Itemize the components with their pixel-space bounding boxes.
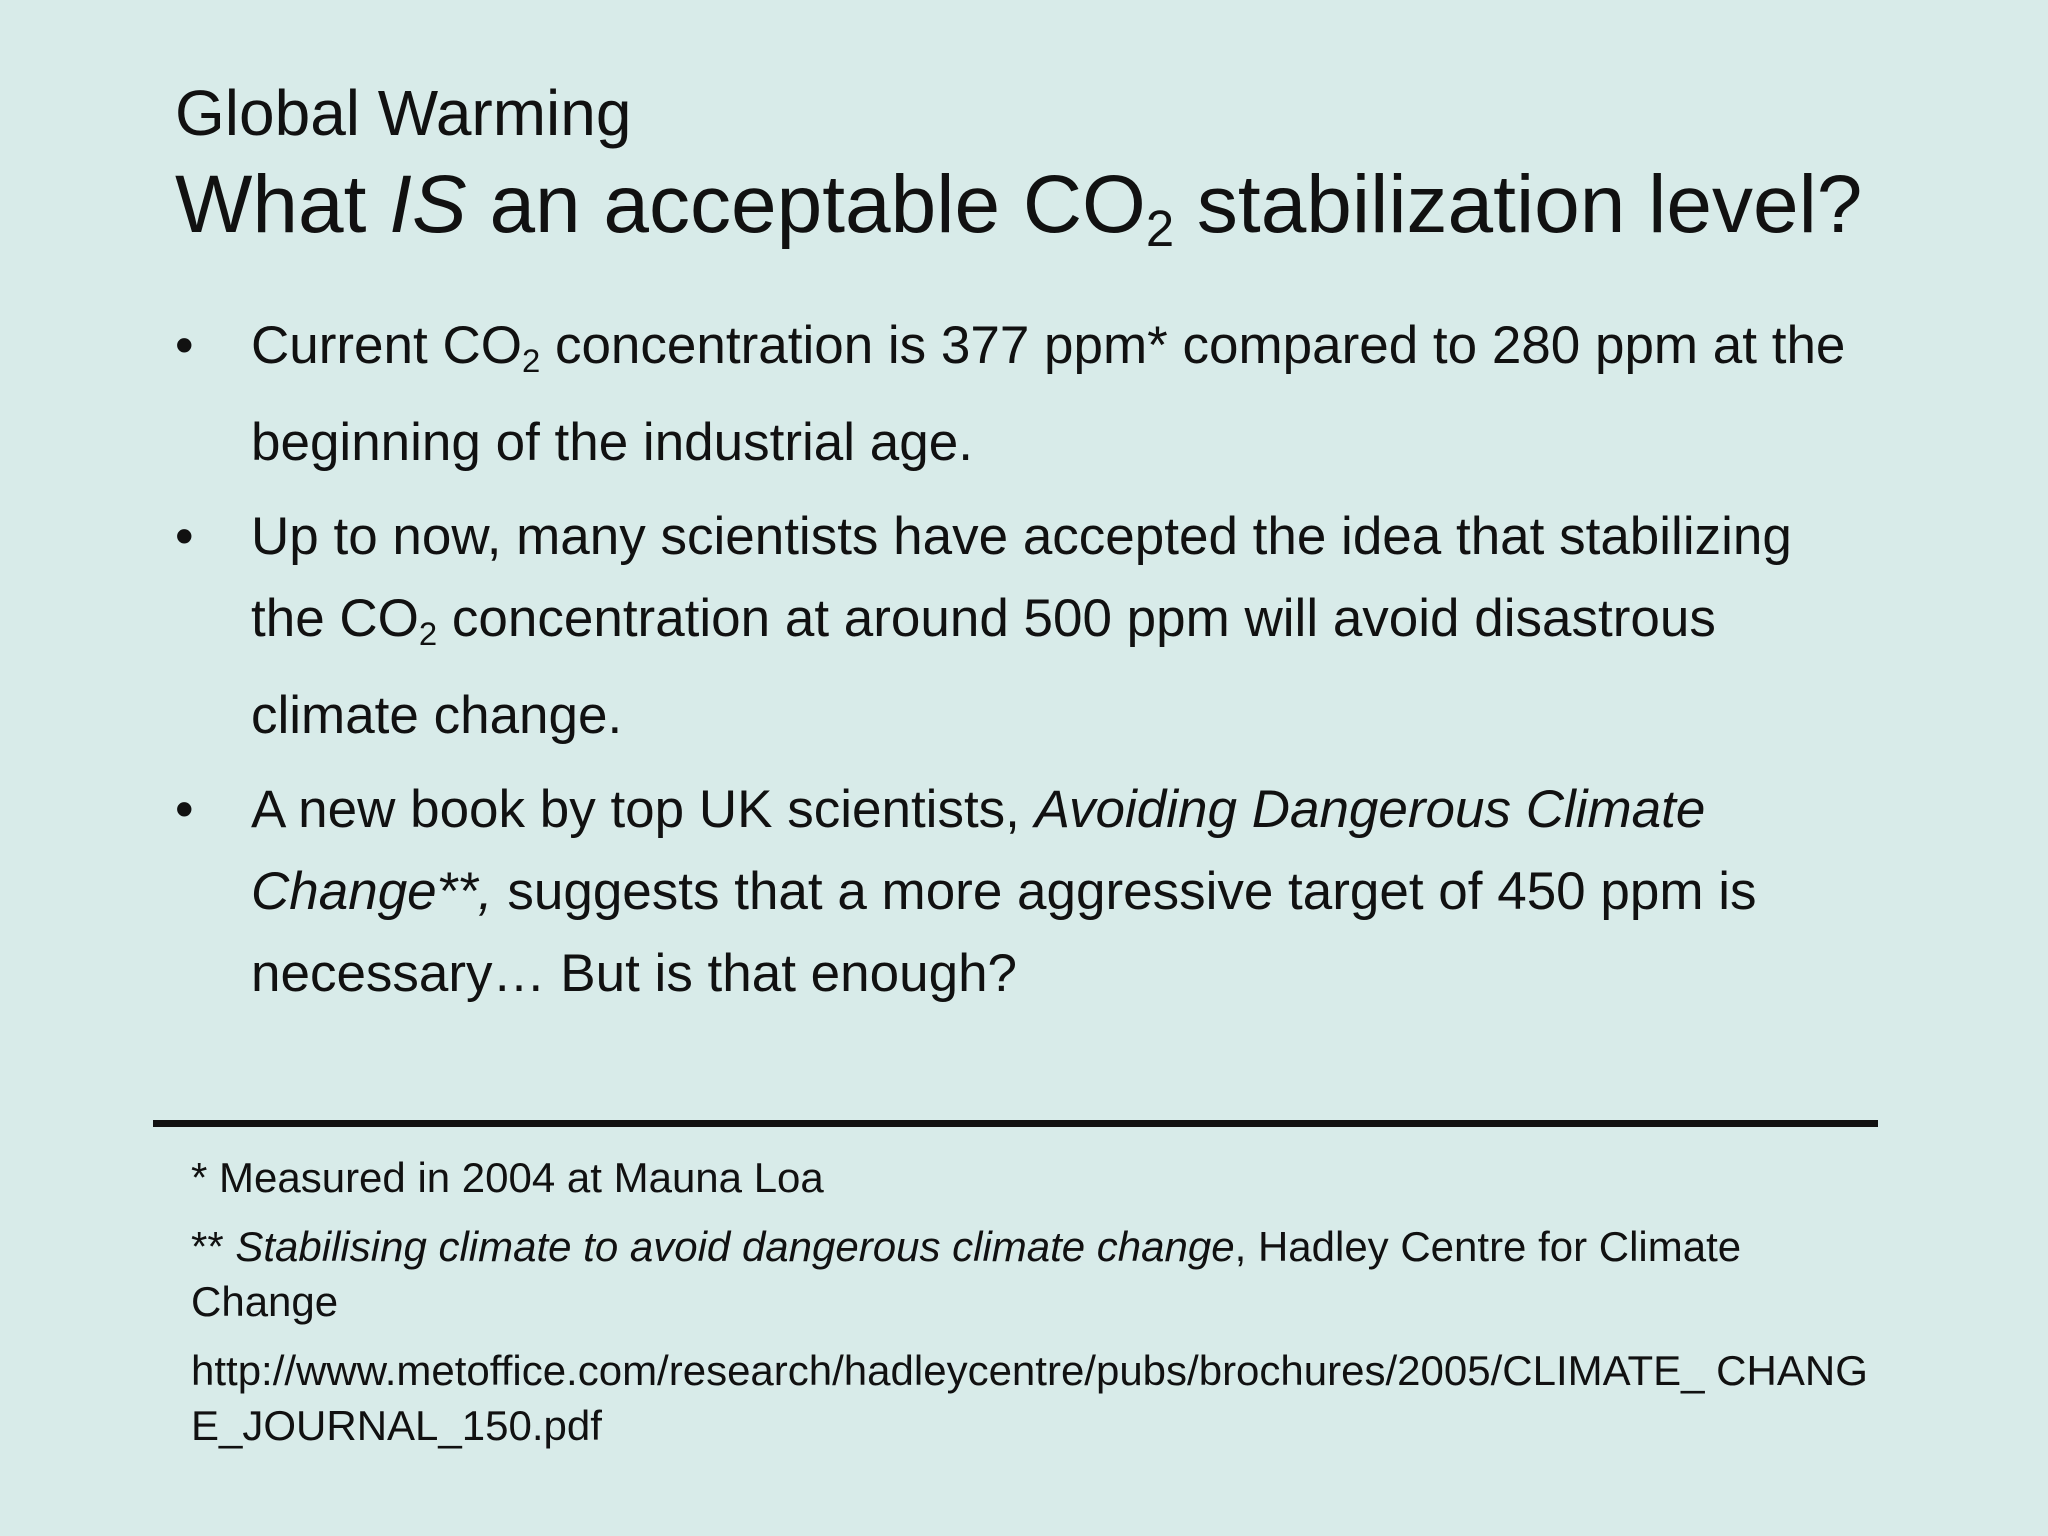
bullet-text-pre: Up to now, many scientists have accepted… — [251, 507, 1792, 649]
bullet-text-pre: A new book by top UK scientists, — [251, 780, 1035, 840]
bullet-text-post: concentration is 377 ppm* compared to 28… — [251, 316, 1846, 473]
bullet-mark: • — [175, 780, 194, 840]
bullet-text-pre: Current CO — [251, 316, 522, 375]
title-emphasis: IS — [389, 159, 467, 250]
bullet-subscript: 2 — [521, 342, 541, 380]
citation-prefix: ** — [191, 1223, 236, 1270]
citation-title: Stabilising climate to avoid dangerous c… — [235, 1223, 1235, 1270]
bullet-mark: • — [175, 316, 194, 375]
footnote-divider — [153, 1120, 1878, 1127]
citation-source: , Hadley Centre for Climate Change — [191, 1223, 1742, 1325]
book-title: Avoiding Dangerous Climate Change**, — [251, 780, 1706, 922]
title-subscript: 2 — [1145, 200, 1175, 258]
footnotes: * Measured in 2004 at Mauna Loa ** Stabi… — [191, 1150, 1891, 1467]
bullet-text: A new book by top UK scientists, Avoidin… — [251, 769, 1875, 1015]
bullet-text: Current CO2 concentration is 377 ppm* co… — [251, 305, 1875, 484]
bullet-item: • A new book by top UK scientists, Avoid… — [175, 769, 1875, 1015]
bullet-text-post: concentration at around 500 ppm will avo… — [251, 589, 1716, 746]
title-text-post: stabilization level? — [1174, 159, 1863, 250]
citation-url[interactable]: http://www.metoffice.com/research/hadley… — [191, 1347, 1868, 1449]
bullet-subscript: 2 — [418, 615, 438, 653]
footnote-measurement: * Measured in 2004 at Mauna Loa — [191, 1154, 824, 1201]
bullet-item: • Current CO2 concentration is 377 ppm* … — [175, 305, 1875, 484]
bullet-text: Up to now, many scientists have accepted… — [251, 496, 1875, 757]
title-text-pre: What — [175, 159, 390, 250]
bullet-text-post: suggests that a more aggressive target o… — [251, 862, 1757, 1004]
slide-title: What IS an acceptable CO2 stabilization … — [175, 159, 1863, 258]
bullet-item: • Up to now, many scientists have accept… — [175, 496, 1875, 757]
bullet-mark: • — [175, 507, 194, 567]
slide-subtitle: Global Warming — [175, 77, 632, 149]
title-text-mid: an acceptable CO — [466, 159, 1146, 250]
footnote-citation: ** Stabilising climate to avoid dangerou… — [191, 1219, 1891, 1329]
bullet-list: • Current CO2 concentration is 377 ppm* … — [175, 305, 1875, 1027]
